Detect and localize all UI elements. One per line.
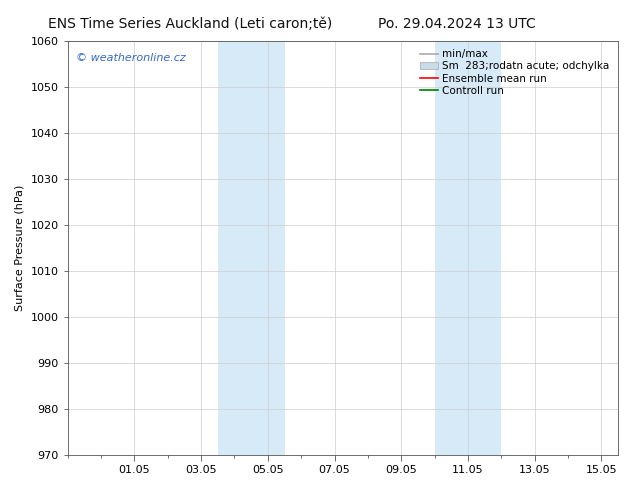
- Text: © weatheronline.cz: © weatheronline.cz: [76, 53, 186, 64]
- Bar: [435, 41, 451, 455]
- Legend: min/max, Sm  283;rodatn acute; odchylka, Ensemble mean run, Controll run: min/max, Sm 283;rodatn acute; odchylka, …: [417, 46, 613, 99]
- Y-axis label: Surface Pressure (hPa): Surface Pressure (hPa): [15, 185, 25, 311]
- Bar: [218, 41, 235, 455]
- Bar: [451, 41, 501, 455]
- Text: ENS Time Series Auckland (Leti caron;tě): ENS Time Series Auckland (Leti caron;tě): [48, 17, 332, 31]
- Text: Po. 29.04.2024 13 UTC: Po. 29.04.2024 13 UTC: [378, 17, 535, 31]
- Bar: [235, 41, 285, 455]
